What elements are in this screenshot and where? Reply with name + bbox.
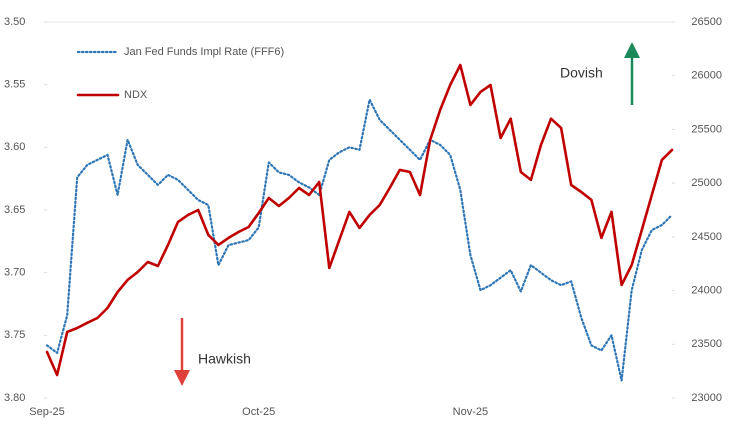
legend-label: NDX [124, 89, 148, 101]
hawkish-arrow-head [174, 370, 190, 386]
dovish-arrow-head [624, 42, 640, 58]
legend-label: Jan Fed Funds Impl Rate (FFF6) [124, 46, 284, 58]
y2-tick-label: 23500 [691, 338, 722, 350]
y2-tick-label: 24000 [691, 284, 722, 296]
x-tick-label: Sep-25 [29, 406, 64, 418]
y-tick-label: 3.80 [4, 392, 25, 404]
y-tick-label: 3.65 [4, 204, 25, 216]
y-tick-label: 3.55 [4, 79, 25, 91]
y2-tick-label: 26500 [691, 16, 722, 28]
annotation: Dovish [560, 65, 603, 81]
y2-tick-label: 23000 [691, 392, 722, 404]
x-tick-label: Nov-25 [453, 406, 488, 418]
x-tick-label: Oct-25 [242, 406, 275, 418]
y2-tick-label: 25500 [691, 123, 722, 135]
annotation: Hawkish [198, 351, 251, 367]
y2-tick-label: 24500 [691, 231, 722, 243]
y-tick-label: 3.50 [4, 16, 25, 28]
y2-tick-label: 25000 [691, 177, 722, 189]
y-tick-label: 3.75 [4, 329, 25, 341]
series-line [45, 98, 674, 382]
y2-tick-label: 26000 [691, 70, 722, 82]
series-line [45, 63, 674, 377]
y-tick-label: 3.60 [4, 141, 25, 153]
y-tick-label: 3.70 [4, 267, 25, 279]
